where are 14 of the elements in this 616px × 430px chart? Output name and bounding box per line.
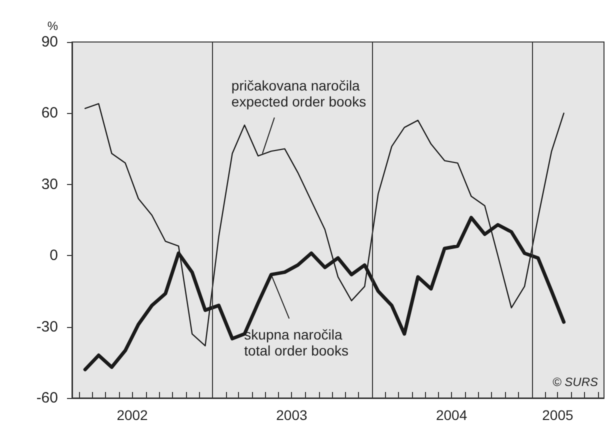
y-tick-label: 60	[41, 104, 58, 122]
x-tick-label: 2004	[436, 407, 468, 423]
y-tick-label: 0	[50, 247, 58, 264]
y-tick-label: 90	[41, 34, 58, 50]
y-tick-label: -60	[36, 390, 58, 406]
annotation: © SURS	[552, 375, 598, 389]
x-tick-label: 2002	[116, 407, 148, 423]
annotation: pričakovana naročila expected order books	[231, 78, 366, 110]
y-axis-title: %	[47, 19, 58, 33]
x-tick-label: 2003	[276, 407, 308, 423]
y-tick-label: -30	[36, 318, 58, 336]
x-tick-label: 2005	[542, 407, 574, 423]
annotation: skupna naročila total order books	[244, 326, 348, 359]
y-tick-label: 30	[41, 176, 58, 193]
